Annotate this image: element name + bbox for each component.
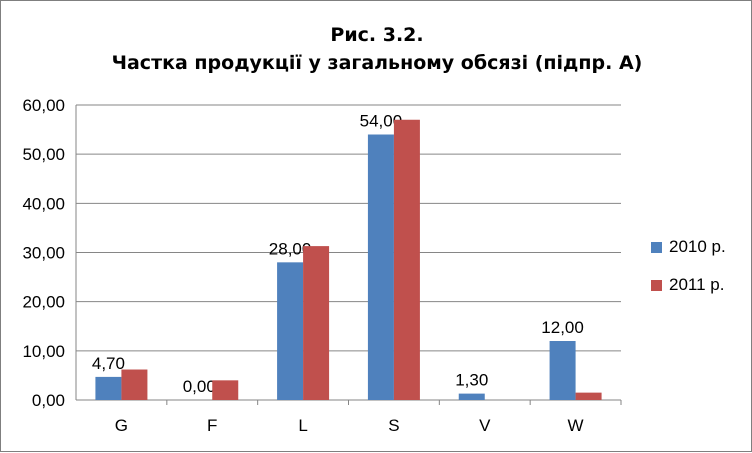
data-label: 1,30 bbox=[455, 371, 488, 390]
x-tick-label: F bbox=[207, 416, 217, 435]
y-tick-label: 40,00 bbox=[22, 194, 65, 213]
legend-label-2011: 2011 р. bbox=[669, 275, 725, 294]
chart-title-line-2: Частка продукції у загальному обсязі (пі… bbox=[111, 52, 643, 74]
legend-swatch-2011 bbox=[651, 279, 662, 291]
x-tick-label: W bbox=[568, 416, 584, 435]
bar-2011 bbox=[303, 246, 330, 400]
legend: 2010 р. 2011 р. bbox=[651, 237, 726, 313]
bar-2010 bbox=[277, 262, 304, 400]
bar-2011 bbox=[212, 380, 239, 400]
legend-item-2011: 2011 р. bbox=[651, 275, 726, 295]
data-label: 0,00 bbox=[183, 377, 216, 396]
y-tick-label: 0,00 bbox=[32, 391, 65, 410]
data-label: 12,00 bbox=[541, 318, 584, 337]
y-tick-label: 60,00 bbox=[22, 96, 65, 115]
legend-label-2010: 2010 р. bbox=[669, 237, 726, 256]
y-tick-label: 30,00 bbox=[22, 244, 65, 263]
data-label: 28,00 bbox=[269, 239, 312, 258]
bar-2010 bbox=[95, 376, 122, 400]
bar-2010 bbox=[549, 341, 576, 400]
x-tick-label: L bbox=[298, 416, 307, 435]
bar-2011 bbox=[121, 369, 148, 400]
x-tick-label: V bbox=[479, 416, 491, 435]
bar-2010 bbox=[367, 134, 394, 400]
legend-swatch-2010 bbox=[651, 241, 662, 253]
y-tick-label: 10,00 bbox=[22, 342, 65, 361]
chart-title-line-1: Рис. 3.2. bbox=[330, 24, 424, 46]
y-tick-label: 50,00 bbox=[22, 145, 65, 164]
chart-title: Рис. 3.2. Частка продукції у загальному … bbox=[1, 21, 752, 77]
bar-2010 bbox=[458, 393, 485, 400]
data-label: 4,70 bbox=[92, 354, 125, 373]
legend-item-2010: 2010 р. bbox=[651, 237, 726, 257]
bar-2011 bbox=[575, 392, 602, 400]
x-tick-label: S bbox=[388, 416, 399, 435]
x-tick-label: G bbox=[115, 416, 128, 435]
data-label: 54,00 bbox=[360, 112, 403, 131]
y-tick-label: 20,00 bbox=[22, 293, 65, 312]
bar-2011 bbox=[393, 119, 420, 400]
